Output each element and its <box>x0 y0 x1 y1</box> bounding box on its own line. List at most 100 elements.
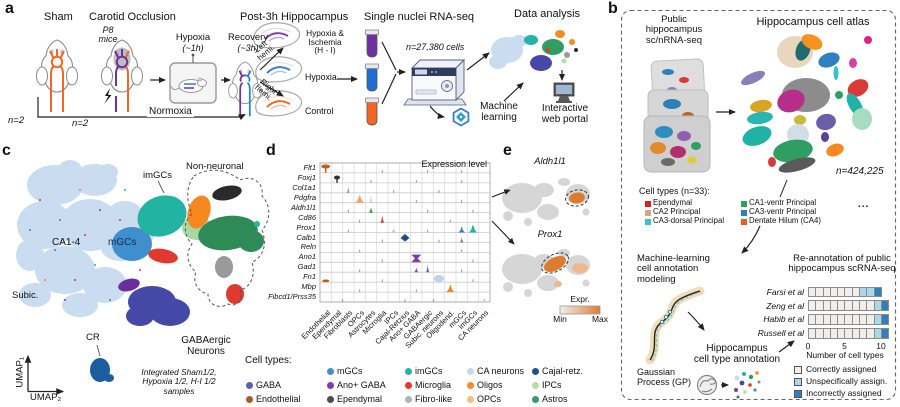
chart-xtick-10: 10 <box>876 341 886 351</box>
cluster-oligos <box>187 195 211 229</box>
chart-row: Russell et al <box>748 326 890 340</box>
legend-label-fibro-like: Fibro-like <box>415 394 453 404</box>
legend-dot-ano-gaba <box>327 382 334 389</box>
gene-label: Aldh1l1 <box>290 202 316 212</box>
cluster-ano-gaba <box>118 278 140 292</box>
legend-dot-fibro-like <box>405 396 412 403</box>
gp-label: Gaussian Process (GP) <box>637 367 692 388</box>
reannotation-title: Re-annotation of public hippocampus scRN… <box>788 253 896 275</box>
expr-max-label: Max <box>591 314 609 324</box>
ml-modeling-label: Machine-learning cell annotation modelin… <box>637 253 710 285</box>
reannotation-chart-rows: Farsi et al Zeng et al Habib et al Russell … <box>748 285 890 340</box>
legend-label-endothelial: Endothelial <box>256 394 301 404</box>
cluster-fibro <box>215 256 233 278</box>
legend-swatch-ca3-ventr <box>741 210 747 216</box>
legend-label-ca3-dorsal: CA3-dorsal Principal <box>653 216 725 225</box>
panel-a-letter: a <box>5 0 14 17</box>
legend-label-oligos: Oligos <box>477 380 503 390</box>
legend-swatch-ca1-ventr <box>741 201 747 207</box>
n2-sham-label: n=2 <box>8 115 25 126</box>
header-single-nuclei-rna-seq: Single nuclei RNA-seq <box>364 11 475 23</box>
legend-swatch-dentate-hilum <box>741 219 747 225</box>
chart-category-label: Zeng et al <box>766 300 804 311</box>
chart-xlabel: Number of cell types <box>806 350 884 360</box>
gene-label: Foxj1 <box>297 172 316 182</box>
legend-label-ca3-ventr: CA3-ventr Principal <box>749 207 817 216</box>
label-non-neuronal: Non-neuronal <box>186 161 244 172</box>
n-cells-label: n=27,380 cells <box>406 42 465 52</box>
condition-control-label: Control <box>305 106 334 116</box>
legend-label-dentate-hilum: Dentate Hilum (CA4) <box>749 216 821 225</box>
header-post-3h-hippocampus: Post-3h Hippocampus <box>240 11 349 23</box>
n2-carotid-label: n=2 <box>72 118 89 129</box>
brain-icon <box>696 374 718 396</box>
chart-category-label: Habib et al <box>763 314 804 325</box>
chart-row: Farsi et al <box>748 285 889 299</box>
legend-label-ipcs: IPCs <box>542 380 562 390</box>
chart-xtick-5: 5 <box>842 341 847 351</box>
label-gabaergic: GABAergic Neurons <box>181 335 231 357</box>
legend-dot-ependymal <box>327 396 334 403</box>
legend-label-ca1-ventr: CA1-ventr Principal <box>749 198 817 207</box>
cell-types-legend-title: Cell types: <box>245 355 292 366</box>
feature-plot-aldh1l1 <box>502 178 590 226</box>
gene-label: Prox1 <box>296 222 316 232</box>
gene-label: Calb1 <box>296 232 316 242</box>
atlas-legend-title: Cell types (n=33): <box>639 186 710 196</box>
legend-label-ano-gaba: Ano+ GABA <box>337 380 386 390</box>
condition-hi-label: Hypoxia & Ischemia (H - I) <box>306 28 344 56</box>
legend-label-mgcs: mGCs <box>337 366 363 376</box>
legend-label-ependymal: Ependymal <box>653 198 693 207</box>
legend-ellipsis: ... <box>858 199 870 210</box>
sham-mouse-illustration <box>35 39 79 112</box>
gene-label: Col1a1 <box>292 182 316 192</box>
legend-dot-ipcs <box>532 382 539 389</box>
gene-label: Flt1 <box>303 163 316 172</box>
gene-label: Gad1 <box>297 262 316 272</box>
feature-plot-prox1 <box>502 249 590 297</box>
header-sham: Sham <box>44 11 73 23</box>
legend-dot-astros <box>532 396 539 403</box>
chart-legend-swatch-correct <box>794 366 802 374</box>
chart-bar <box>808 328 890 339</box>
chart-legend-swatch-unspecific <box>794 378 802 386</box>
public-datasets-cards <box>643 58 711 173</box>
chart-xtick-0: 0 <box>805 341 811 351</box>
label-umap1: UMAP₁ <box>14 356 26 388</box>
gene-label: Fn1 <box>303 272 316 282</box>
violin-plot <box>319 162 491 303</box>
label-cr: CR <box>86 332 100 343</box>
machine-learning-icon <box>452 107 470 127</box>
sequencer-machine-icon <box>403 58 467 106</box>
legend-label-microglia: Microglia <box>415 380 452 390</box>
cluster-microglia <box>148 248 178 264</box>
label-ca14: CA1-4 <box>52 237 81 248</box>
legend-dot-microglia <box>405 382 412 389</box>
tube-hi-icon <box>365 29 379 58</box>
chart-legend-label-correct: Correctly assigned <box>806 364 877 374</box>
legend-label-cajal-retz: Cajal-retz. <box>542 366 584 376</box>
legend-label-ependymal: Ependymal <box>337 394 383 404</box>
web-portal-monitor-icon <box>553 82 575 103</box>
panel-b-letter: b <box>608 0 618 17</box>
legend-swatch-ependymal <box>645 201 651 207</box>
chart-row: Zeng et al <box>748 299 890 313</box>
hypoxia-time-label: (~1h) <box>182 43 204 53</box>
cluster-cr <box>90 358 114 382</box>
legend-dot-imgcs <box>405 368 412 375</box>
chart-cell <box>880 300 890 311</box>
gene-label: Mbp <box>301 282 316 292</box>
condition-hypoxia-label: Hypoxia <box>305 72 337 82</box>
legend-label-opcs: OPCs <box>477 394 502 404</box>
header-data-analysis: Data analysis <box>514 8 581 20</box>
annotated-mini-umap <box>734 371 761 399</box>
hypoxia-step-label: Hypoxia <box>175 32 211 43</box>
atlas-n-total: n=424,225 <box>836 166 884 177</box>
feature-gene-aldh1l1: Aldh1l1 <box>534 156 566 167</box>
legend-label-astros: Astros <box>542 394 568 404</box>
chart-cell <box>880 314 890 325</box>
legend-swatch-ca2 <box>645 210 651 216</box>
gene-label: Pdgfra <box>293 192 316 202</box>
chart-cell <box>880 328 890 339</box>
